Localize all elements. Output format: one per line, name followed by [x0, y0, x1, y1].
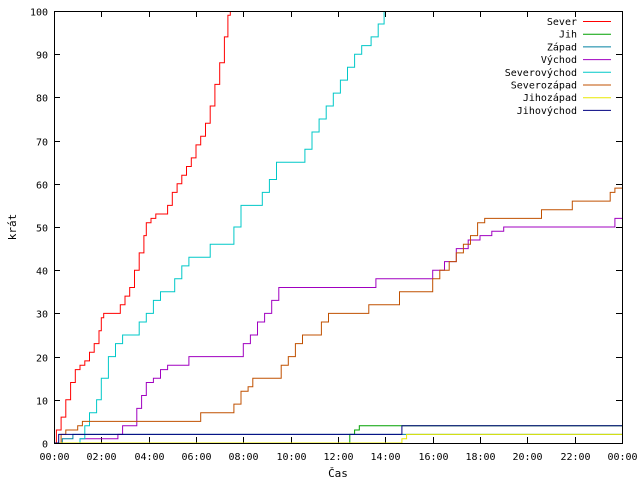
x-tick-label: 14:00	[370, 452, 400, 463]
x-tick-label: 04:00	[134, 452, 164, 463]
y-tick-label: 60	[36, 181, 48, 192]
x-tick-label: 12:00	[323, 452, 353, 463]
y-tick-label: 90	[36, 51, 48, 62]
legend-label: Sever	[547, 17, 577, 28]
x-ticks: 00:00 02:00 04:00 06:00 08:00 10:00 12:00 14:00…	[39, 11, 638, 463]
x-tick-label: 00:00	[39, 452, 69, 463]
legend-label: Severovýchod	[505, 67, 577, 79]
y-tick-label: 0	[42, 440, 48, 451]
y-tick-label: 50	[36, 224, 48, 235]
series-line-1	[54, 11, 231, 444]
y-tick-label: 70	[36, 138, 48, 149]
x-axis-title: Čas	[328, 467, 348, 480]
legend-label: Jih	[559, 30, 577, 41]
y-tick-label: 30	[36, 310, 48, 321]
x-tick-label: 16:00	[418, 452, 448, 463]
x-tick-label: 20:00	[512, 452, 542, 463]
y-axis-title: krát	[6, 214, 19, 241]
y-tick-label: 80	[36, 94, 48, 105]
y-ticks: 0 10 20 30 40 50 60 70 80 90 100	[30, 8, 622, 451]
legend-label: Severozápad	[511, 80, 577, 92]
x-tick-label: 22:00	[560, 452, 590, 463]
legend-label: Jihozápad	[523, 92, 577, 104]
x-tick-label: 00:00	[607, 452, 637, 463]
legend: Sever JihZápadVýchodSeverovýchodSeverozáp…	[505, 17, 611, 117]
series-line-5	[54, 11, 385, 444]
x-tick-label: 02:00	[86, 452, 116, 463]
x-tick-label: 10:00	[276, 452, 306, 463]
y-tick-label: 100	[30, 8, 48, 19]
x-tick-label: 08:00	[228, 452, 258, 463]
series-line-4	[54, 217, 622, 444]
x-tick-label: 06:00	[181, 452, 211, 463]
series-line-6	[54, 187, 622, 444]
x-tick-label: 18:00	[465, 452, 495, 463]
y-tick-label: 20	[36, 354, 48, 365]
legend-label: Jihovýchod	[517, 105, 577, 117]
series-line-2	[54, 425, 622, 444]
legend-label: Východ	[541, 54, 577, 66]
plot-frame	[54, 11, 623, 444]
y-tick-label: 10	[36, 397, 48, 408]
legend-label: Západ	[547, 41, 577, 53]
y-tick-label: 40	[36, 267, 48, 278]
